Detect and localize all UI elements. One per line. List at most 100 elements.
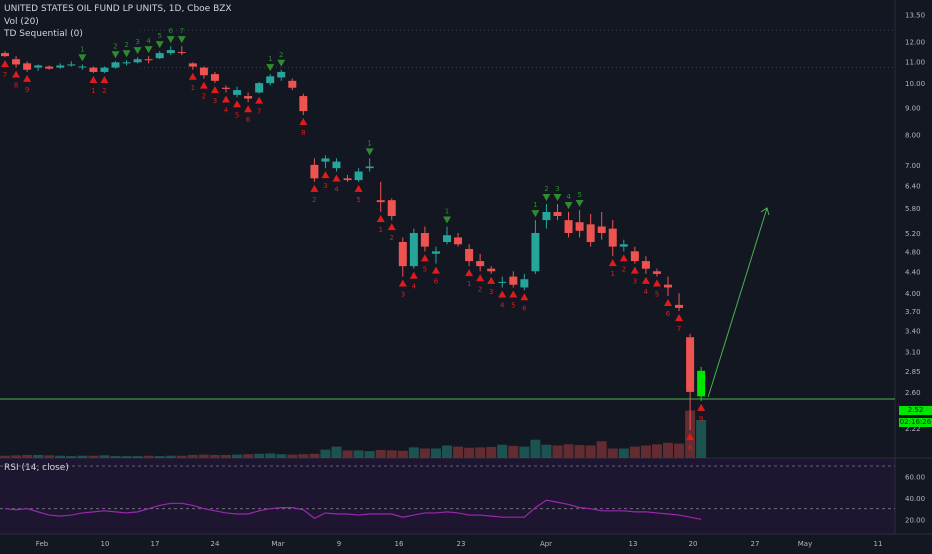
td-buy-count: 5 [235, 111, 239, 119]
td-buy-count: 7 [3, 71, 7, 79]
price-tick-label: 4.00 [905, 290, 921, 298]
td-buy-arrow [686, 433, 695, 441]
volume-bar [497, 444, 508, 458]
td-buy-count: 3 [633, 278, 637, 286]
td-buy-arrow [210, 86, 219, 94]
volume-bar [265, 453, 276, 458]
candle-body [608, 228, 617, 247]
candle-body [299, 96, 308, 112]
candle-body [244, 96, 253, 99]
td-buy-count: 4 [644, 288, 649, 296]
volume-bar [651, 444, 662, 458]
td-buy-arrow [222, 95, 230, 103]
td-buy-arrow [199, 81, 208, 89]
td-sell-count: 5 [157, 32, 161, 40]
td-sell-arrow [575, 199, 584, 207]
candle-body [575, 222, 584, 231]
td-buy-count: 7 [257, 108, 261, 116]
volume-indicator-label[interactable]: Vol (20) [4, 17, 39, 27]
td-buy-arrow [299, 118, 308, 126]
td-buy-count: 1 [191, 84, 195, 92]
volume-bar [165, 455, 176, 458]
volume-bar [353, 450, 364, 458]
candle-body [365, 166, 374, 169]
td-buy-arrow [100, 76, 109, 84]
candle-body [641, 261, 650, 269]
time-tick-label: 16 [395, 540, 404, 548]
volume-bar [66, 456, 77, 458]
td-buy-count: 3 [489, 288, 493, 296]
price-tick-label: 6.40 [905, 182, 921, 190]
candle-body [89, 67, 98, 72]
candle-body [67, 64, 76, 66]
td-sell-count: 2 [113, 42, 117, 50]
td-buy-count: 6 [666, 310, 671, 318]
price-tick-label: 3.40 [905, 327, 921, 335]
chart-title: UNITED STATES OIL FUND LP UNITS, 1D, Cbo… [4, 4, 232, 14]
td-sell-count: 2 [279, 51, 283, 59]
td-buy-arrow [409, 271, 418, 279]
td-buy-arrow [255, 96, 264, 104]
candle-body [255, 83, 264, 93]
rsi-tick-label: 60.00 [905, 474, 925, 482]
td-sell-count: 3 [135, 38, 139, 46]
volume-bar [254, 453, 265, 458]
td-buy-arrow [476, 274, 485, 282]
bar-countdown-badge: 02:16:26 [899, 418, 932, 427]
price-tick-label: 10.00 [905, 80, 925, 88]
td-sell-arrow [133, 47, 142, 55]
td-buy-count: 5 [655, 291, 659, 299]
volume-bar [530, 439, 541, 458]
volume-bar [287, 454, 298, 458]
volume-bar [11, 455, 22, 458]
drawing-layer[interactable] [0, 207, 895, 400]
candle-body [619, 244, 628, 247]
td-sell-arrow [542, 194, 551, 202]
candle-body [398, 241, 407, 267]
volume-bar [442, 445, 452, 458]
td-sell-count: 6 [169, 27, 174, 35]
volume-bar [331, 446, 342, 458]
candle-body [288, 80, 297, 88]
candle-body [233, 90, 242, 95]
td-buy-arrow [244, 105, 253, 113]
td-buy-count: 2 [622, 265, 626, 273]
td-buy-count: 8 [301, 129, 305, 137]
td-sequential-label[interactable]: TD Sequential (0) [4, 29, 83, 39]
candle-body [664, 284, 672, 288]
candle-body [199, 67, 208, 76]
candle-body [266, 76, 275, 84]
time-tick-label: May [798, 540, 812, 548]
candle-body [443, 235, 451, 242]
candle-body [564, 220, 573, 233]
td-buy-arrow [376, 214, 385, 222]
td-buy-count: 4 [334, 186, 339, 194]
td-buy-arrow [487, 276, 496, 284]
candle-body [133, 59, 142, 63]
volume-bar [88, 455, 99, 458]
td-buy-arrow [1, 60, 9, 68]
price-tick-label: 12.00 [905, 38, 925, 46]
volume-bar [364, 451, 375, 458]
candle-body [166, 50, 175, 54]
rsi-indicator-label[interactable]: RSI (14, close) [4, 463, 69, 473]
td-buy-arrow [431, 266, 440, 274]
volume-bar [132, 456, 143, 458]
candle-body [542, 211, 551, 221]
time-tick-label: 27 [751, 540, 760, 548]
volume-bar [187, 454, 198, 458]
td-buy-count: 4 [224, 106, 229, 114]
price-tick-label: 5.80 [905, 205, 921, 213]
td-buy-arrow [675, 314, 684, 322]
candle-body [188, 63, 197, 67]
volume-bar [320, 449, 331, 458]
td-sell-arrow [78, 54, 87, 62]
price-tick-label: 13.50 [905, 11, 925, 19]
candle-body [56, 65, 65, 68]
price-tick-label: 11.00 [905, 58, 925, 66]
candle-body [697, 370, 706, 397]
candle-body [122, 62, 131, 64]
